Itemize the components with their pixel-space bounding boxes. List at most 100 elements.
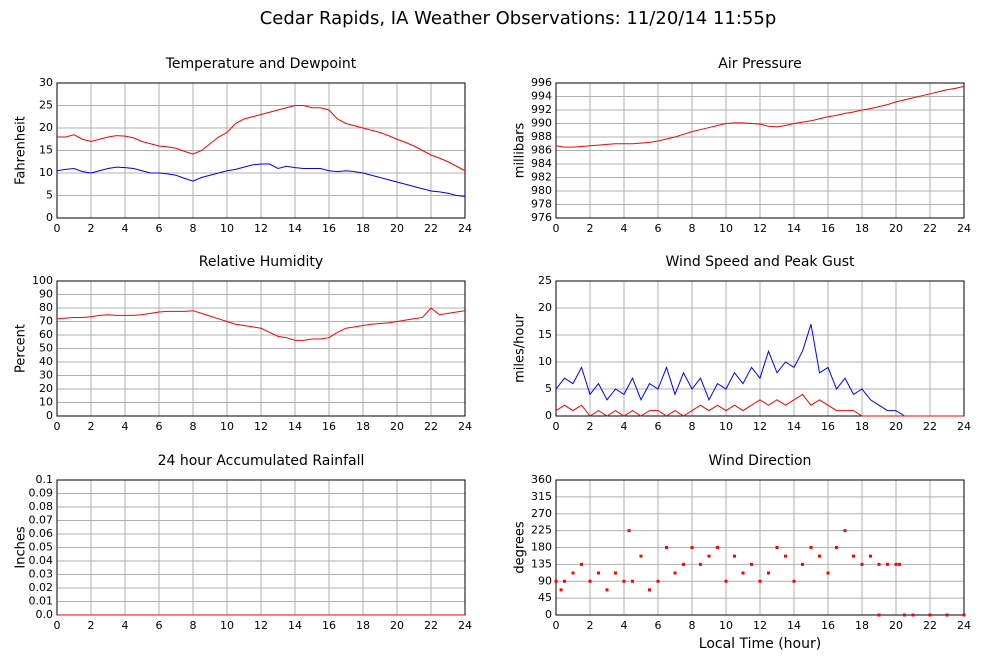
- x-tick-label: 16: [322, 420, 336, 433]
- x-tick-label: 18: [356, 222, 370, 235]
- data-point: [826, 571, 830, 575]
- x-tick-label: 14: [288, 420, 302, 433]
- data-point: [563, 579, 566, 583]
- data-point: [750, 562, 753, 566]
- x-tick-label: 8: [689, 619, 696, 632]
- data-point: [911, 613, 915, 617]
- x-tick-label: 6: [655, 222, 662, 235]
- data-point: [597, 571, 600, 575]
- y-tick-label: 90: [538, 574, 552, 587]
- y-tick-label: 20: [39, 121, 53, 134]
- panel-title: Relative Humidity: [199, 254, 323, 270]
- y-tick-label: 15: [538, 328, 552, 341]
- plot-frame: [56, 280, 466, 417]
- y-tick-label: 5: [46, 189, 53, 202]
- y-tick-label: 994: [531, 90, 552, 103]
- x-tick-label: 2: [587, 420, 594, 433]
- x-tick-label: 6: [156, 619, 163, 632]
- y-tick-label: 0.09: [29, 487, 54, 500]
- y-tick-label: 25: [538, 274, 552, 287]
- x-tick-label: 6: [655, 420, 662, 433]
- y-tick-label: 360: [531, 473, 552, 486]
- y-axis-label: Inches: [14, 526, 29, 568]
- y-tick-label: 10: [39, 166, 53, 179]
- data-point: [852, 554, 855, 558]
- x-tick-label: 10: [719, 222, 733, 235]
- y-tick-label: 10: [538, 355, 552, 368]
- x-tick-label: 24: [957, 420, 971, 433]
- data-point: [792, 579, 796, 583]
- x-tick-label: 14: [288, 619, 302, 632]
- y-tick-label: 980: [531, 184, 552, 197]
- data-point: [682, 562, 685, 566]
- y-tick-label: 978: [531, 198, 552, 211]
- x-tick-label: 0: [553, 222, 560, 235]
- x-tick-label: 22: [424, 619, 438, 632]
- x-tick-label: 0: [553, 619, 560, 632]
- panel-title: 24 hour Accumulated Rainfall: [158, 453, 365, 469]
- data-point: [843, 529, 847, 533]
- y-tick-label: 225: [531, 524, 552, 537]
- y-tick-label: 0.08: [29, 500, 54, 513]
- x-tick-label: 2: [587, 222, 594, 235]
- data-point: [724, 579, 728, 583]
- y-tick-label: 25: [39, 99, 53, 112]
- data-point: [571, 571, 575, 575]
- panel-title: Wind Direction: [709, 453, 812, 469]
- y-tick-label: 0.05: [29, 541, 54, 554]
- x-tick-label: 20: [889, 619, 903, 632]
- x-tick-label: 12: [254, 420, 268, 433]
- data-point: [656, 579, 660, 583]
- y-tick-label: 5: [545, 382, 552, 395]
- data-line: [56, 163, 466, 197]
- y-tick-label: 60: [39, 328, 53, 341]
- x-tick-label: 20: [889, 222, 903, 235]
- x-tick-label: 24: [957, 619, 971, 632]
- x-tick-label: 10: [719, 420, 733, 433]
- x-tick-label: 8: [689, 420, 696, 433]
- x-tick-label: 4: [122, 222, 129, 235]
- plot-frame: [555, 280, 965, 417]
- y-tick-label: 0.07: [29, 514, 54, 527]
- x-tick-label: 20: [390, 222, 404, 235]
- x-tick-label: 8: [190, 619, 197, 632]
- data-line: [555, 85, 965, 148]
- y-tick-label: 90: [39, 288, 53, 301]
- x-tick-label: 2: [587, 619, 594, 632]
- y-tick-label: 70: [39, 315, 53, 328]
- y-tick-label: 20: [39, 382, 53, 395]
- data-point: [622, 579, 626, 583]
- data-line: [57, 105, 466, 172]
- y-tick-label: 0.0: [36, 608, 54, 621]
- x-tick-label: 10: [220, 619, 234, 632]
- x-tick-label: 14: [787, 222, 801, 235]
- data-point: [580, 562, 583, 566]
- data-point: [903, 613, 906, 617]
- x-tick-label: 2: [88, 420, 95, 433]
- data-point: [775, 546, 779, 549]
- x-tick-label: 20: [390, 619, 404, 632]
- data-point: [559, 588, 563, 592]
- data-point: [860, 562, 864, 566]
- x-tick-label: 12: [753, 222, 767, 235]
- x-tick-label: 2: [88, 222, 95, 235]
- data-point: [716, 546, 719, 549]
- x-tick-label: 12: [254, 222, 268, 235]
- x-tick-label: 4: [621, 420, 628, 433]
- panel-title: Temperature and Dewpoint: [165, 56, 357, 72]
- x-tick-label: 14: [288, 222, 302, 235]
- y-tick-label: 0: [545, 409, 552, 422]
- x-tick-label: 4: [122, 619, 129, 632]
- y-tick-label: 0: [46, 409, 53, 422]
- x-tick-label: 6: [156, 222, 163, 235]
- data-point: [741, 571, 745, 575]
- data-point: [897, 562, 901, 566]
- data-point: [639, 554, 643, 558]
- x-tick-label: 22: [923, 222, 937, 235]
- y-tick-label: 80: [39, 301, 53, 314]
- y-tick-label: 30: [39, 369, 53, 382]
- y-tick-label: 10: [39, 396, 53, 409]
- y-tick-label: 992: [531, 103, 552, 116]
- y-tick-label: 100: [32, 274, 53, 287]
- x-tick-label: 24: [458, 420, 472, 433]
